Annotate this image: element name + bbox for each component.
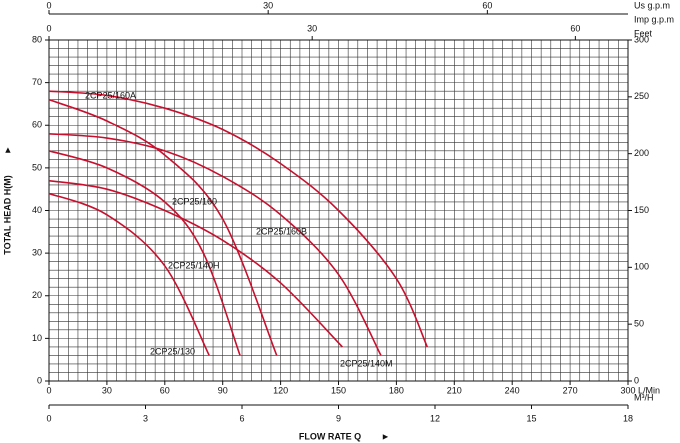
pump-curve: [48, 98, 278, 356]
x-tick-label: 90: [218, 385, 228, 395]
curve-label: 2CP25/160B: [256, 226, 307, 236]
y2-axis-label: Feet: [634, 28, 653, 38]
x-tick-label: 60: [160, 385, 170, 395]
x-tick-label: 150: [331, 385, 346, 395]
x-tick-label: 210: [447, 385, 462, 395]
x-tick-label: 300: [620, 385, 635, 395]
arrow: ►: [2, 146, 12, 155]
curve-label: 2CP25/160: [172, 196, 217, 206]
tick-label: 9: [336, 413, 341, 423]
y2-tick-label: 150: [634, 205, 649, 215]
x-tick-label: 120: [273, 385, 288, 395]
tick-label: 0: [46, 413, 51, 423]
y-tick-label: 40: [32, 205, 42, 215]
tick-label: 6: [239, 413, 244, 423]
curve-label: 2CP25/160A: [85, 90, 136, 100]
tick-label: 30: [307, 23, 317, 33]
y2-tick-label: 300: [634, 34, 649, 44]
y-tick-label: 30: [32, 248, 42, 258]
tick-label: 60: [570, 23, 580, 33]
tick-label: 0: [46, 0, 51, 10]
y2-tick-label: 0: [634, 375, 639, 385]
tick-label: 30: [263, 0, 273, 10]
x-tick-label: 240: [505, 385, 520, 395]
x-tick-label: 270: [563, 385, 578, 395]
y2-tick-label: 100: [634, 262, 649, 272]
y2-tick-label: 250: [634, 91, 649, 101]
y2-tick-label: 50: [634, 319, 644, 329]
y-tick-label: 70: [32, 77, 42, 87]
pump-curve: [48, 90, 429, 348]
y-tick-label: 50: [32, 162, 42, 172]
y-tick-label: 20: [32, 290, 42, 300]
y-tick-label: 0: [37, 375, 42, 385]
curve-label: 2CP25/140H: [168, 260, 220, 270]
x-unit-label: L/Min: [638, 385, 660, 395]
tick-label: 12: [430, 413, 440, 423]
unit-label: M³/H: [634, 392, 654, 402]
y-tick-label: 80: [32, 34, 42, 44]
unit-label: Imp g.p.m: [634, 14, 674, 24]
arrow: ►: [381, 431, 390, 441]
tick-label: 0: [46, 23, 51, 33]
curve-label: 2CP25/140M: [340, 358, 393, 368]
y2-tick-label: 200: [634, 148, 649, 158]
tick-label: 18: [623, 413, 633, 423]
x-axis-label: FLOW RATE Q: [299, 431, 361, 441]
pump-curve: [48, 192, 210, 356]
x-tick-label: 30: [102, 385, 112, 395]
tick-label: 3: [143, 413, 148, 423]
x-tick-label: 180: [389, 385, 404, 395]
tick-label: 15: [526, 413, 536, 423]
y-axis-label: TOTAL HEAD H(M): [2, 175, 12, 255]
curve-label: 2CP25/130: [150, 346, 195, 356]
pump-curve: [48, 179, 343, 348]
pump-curve: [48, 150, 241, 356]
y-tick-label: 60: [32, 120, 42, 130]
y-tick-label: 10: [32, 333, 42, 343]
tick-label: 60: [482, 0, 492, 10]
x-tick-label: 0: [46, 385, 51, 395]
unit-label: Us g.p.m: [634, 0, 670, 10]
pump-curve: [48, 132, 382, 356]
